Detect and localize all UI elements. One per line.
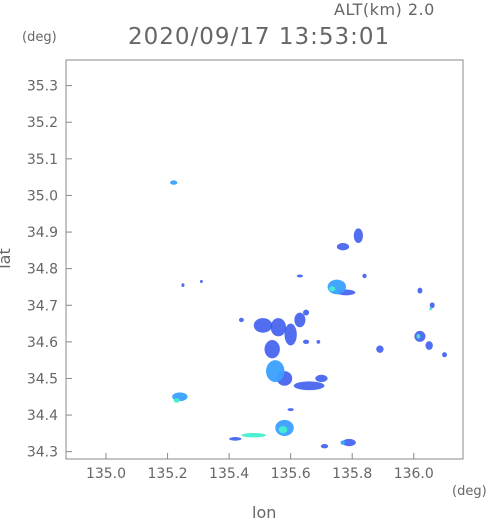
echo-layer	[170, 180, 447, 449]
y-tick-label: 34.9	[27, 225, 58, 241]
echo-cell	[302, 339, 310, 345]
x-tick-label: 135.4	[209, 466, 249, 482]
echo-cell	[429, 307, 433, 311]
echo-cell	[170, 180, 178, 185]
y-tick-label: 35.3	[27, 79, 58, 95]
y-tick-label: 34.8	[27, 262, 58, 278]
echo-cell	[302, 309, 310, 316]
echo-cell	[340, 440, 346, 445]
x-tick-label: 135.0	[86, 466, 126, 482]
y-tick-label: 35.0	[27, 188, 58, 204]
echo-cell	[199, 279, 203, 283]
echo-cell	[429, 302, 435, 309]
x-axis-label: lon	[252, 503, 277, 522]
echo-cell	[336, 243, 350, 251]
x-tick-label: 135.8	[332, 466, 372, 482]
echo-cell	[329, 286, 336, 292]
y-axis-unit: (deg)	[22, 30, 57, 45]
echo-cell	[316, 340, 321, 344]
echo-cell	[315, 374, 328, 383]
echo-cell	[266, 360, 285, 383]
altitude-label: ALT(km) 2.0	[334, 0, 435, 19]
y-tick-label: 34.6	[27, 335, 58, 351]
echo-cell	[417, 287, 423, 294]
echo-cell	[173, 398, 180, 403]
echo-cell	[376, 345, 384, 353]
y-tick-label: 35.2	[27, 115, 58, 131]
echo-cell	[294, 312, 306, 328]
x-tick-label: 135.2	[148, 466, 188, 482]
echo-cell	[416, 334, 421, 339]
echo-cell	[342, 438, 356, 447]
echo-cell	[320, 443, 329, 449]
y-tick-label: 34.3	[27, 445, 58, 461]
echo-cell	[264, 340, 280, 359]
echo-cell	[296, 274, 303, 278]
y-tick-label: 34.7	[27, 298, 58, 314]
x-axis-unit: (deg)	[452, 484, 487, 499]
tick-layer: 135.0 135.2 135.4 135.6 135.8 136.0 34.3 34.4 34…	[27, 79, 434, 482]
echo-cell	[278, 426, 288, 434]
plot-frame	[65, 59, 464, 460]
echo-cell	[442, 352, 447, 358]
echo-cell	[362, 273, 367, 279]
echo-cell	[181, 283, 185, 287]
echo-cell	[253, 318, 273, 333]
x-tick-label: 135.6	[271, 466, 311, 482]
echo-cell	[284, 323, 297, 346]
y-tick-label: 34.5	[27, 371, 58, 387]
echo-cell	[238, 317, 244, 323]
echo-cell	[353, 228, 363, 244]
echo-cell	[293, 381, 325, 391]
chart-title: 2020/09/17 13:53:01	[128, 24, 391, 50]
y-tick-label: 34.4	[27, 408, 58, 424]
y-tick-label: 35.1	[27, 152, 58, 168]
echo-cell	[229, 437, 242, 441]
echo-cell	[287, 408, 294, 412]
echo-cell	[241, 433, 267, 438]
x-tick-label: 136.0	[394, 466, 434, 482]
echo-cell	[270, 318, 287, 337]
echo-cell	[425, 341, 433, 350]
